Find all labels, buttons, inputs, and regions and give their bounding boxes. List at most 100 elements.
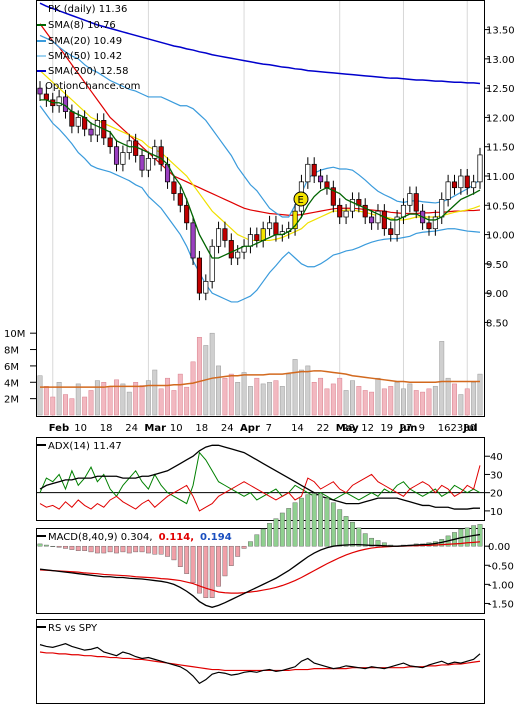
adx-line <box>39 444 480 510</box>
price-tick-label: 9.00 <box>486 289 508 300</box>
candle-body <box>94 120 100 136</box>
volume-tick-label: 10M <box>4 329 25 340</box>
volume-bar <box>260 383 266 416</box>
macd-histogram-bar <box>94 545 100 554</box>
volume-bar <box>394 382 400 416</box>
volume-bar <box>209 332 215 416</box>
macd-histogram-bar <box>254 534 260 547</box>
candle-body <box>400 204 407 218</box>
candle-body <box>139 155 145 171</box>
macd-hist-value: 0.194 <box>200 532 232 543</box>
volume-bar <box>126 391 132 416</box>
volume-bar <box>133 382 139 416</box>
volume-bar <box>152 369 158 416</box>
volume-bar <box>101 382 107 416</box>
candle-body <box>432 216 438 230</box>
rs-legend: RS vs SPY <box>37 623 98 634</box>
candle-body <box>133 140 139 156</box>
day-label: 24 <box>125 423 138 434</box>
macd-histogram-bar <box>139 545 145 553</box>
volume-bar <box>158 388 164 416</box>
macd-histogram-bar <box>177 545 183 568</box>
volume-bars <box>37 332 483 416</box>
candle-body <box>330 187 336 206</box>
volume-average-line <box>40 370 480 388</box>
volume-bar <box>114 379 119 416</box>
legend-sma50: SMA(50) 10.42 <box>48 51 122 62</box>
volume-bar <box>228 373 234 416</box>
day-label: 7 <box>266 423 272 434</box>
volume-bar <box>56 382 62 416</box>
volume-bar <box>401 388 406 416</box>
volume-bar <box>165 377 170 416</box>
price-layer <box>37 2 483 303</box>
volume-bar <box>254 377 260 416</box>
macd-histogram-bar <box>43 544 49 547</box>
macd-histogram-bar <box>318 494 323 547</box>
volume-bar <box>311 382 317 416</box>
candle-body <box>196 257 202 294</box>
candle-body <box>113 146 120 165</box>
macd-histogram-bar <box>184 545 190 574</box>
adx-tick-label: 40 <box>490 452 503 463</box>
day-label: 22 <box>317 423 330 434</box>
macd-histogram-bar <box>133 545 139 553</box>
price-tick-label: 10.00 <box>486 231 515 242</box>
earnings-event-marker: E <box>293 191 309 207</box>
macd-histogram-bar <box>209 545 215 598</box>
adx-tick-label: 20 <box>490 489 503 500</box>
adx-panel-frame <box>36 437 485 521</box>
candle-body <box>445 181 451 200</box>
volume-bar <box>298 369 304 416</box>
candle-body <box>247 234 253 247</box>
candle-body <box>75 117 81 127</box>
volume-bar <box>267 382 273 416</box>
volume-bar <box>171 390 177 416</box>
candle-body <box>228 240 234 259</box>
volume-bar <box>413 390 419 416</box>
volume-tick-label: 6M <box>4 362 19 373</box>
bollinger-upper-line <box>39 34 481 218</box>
volume-bar <box>222 377 228 416</box>
volume-bar <box>350 380 355 416</box>
macd-histogram-bar <box>216 545 221 587</box>
macd-histogram-bar <box>146 545 151 554</box>
macd-histogram-bar <box>126 545 132 554</box>
macd-histogram-bar <box>356 527 362 547</box>
axis-ticks: Feb Mar Apr May Jun Jul 10 18 24 10 18 24 7 14 22 28 12 1… <box>4 26 515 611</box>
macd-histogram-bar <box>63 545 68 549</box>
macd-line <box>39 533 481 608</box>
day-label: 19 <box>380 423 393 434</box>
candle-body <box>369 216 375 224</box>
volume-bar <box>241 372 247 416</box>
volume-bar <box>337 377 343 416</box>
volume-bar <box>190 361 196 416</box>
candle-body <box>216 228 222 247</box>
adx-tick-label: 30 <box>490 470 503 481</box>
candle-body <box>209 245 215 282</box>
macd-histogram-bar <box>37 543 43 547</box>
macd-histogram-bar <box>190 545 196 584</box>
candle-body <box>407 193 413 206</box>
macd-histogram-bar <box>203 545 209 598</box>
volume-tick-label: 4M <box>4 378 19 389</box>
candle-body <box>477 154 483 183</box>
day-label: 27 <box>399 423 412 434</box>
event-label: E <box>298 195 304 206</box>
adx-legend: ADX(14) 11.47 <box>37 441 122 452</box>
candle-body <box>62 96 69 112</box>
macd-legend: MACD(8,40,9) 0.304, 0.114, 0.194 <box>37 532 232 543</box>
month-label: May <box>336 423 359 434</box>
price-title: PK (daily) 11.36 <box>48 4 127 15</box>
candle-body <box>260 228 266 241</box>
day-label: 16 <box>438 423 451 434</box>
candle-body <box>120 152 126 165</box>
candle-body <box>292 210 298 230</box>
price-tick-label: 9.50 <box>486 260 508 271</box>
volume-bar <box>464 388 470 416</box>
macd-histogram-bar <box>88 545 94 553</box>
candle-body <box>235 251 241 259</box>
candle-body <box>426 222 432 230</box>
sma20-line <box>39 70 481 242</box>
